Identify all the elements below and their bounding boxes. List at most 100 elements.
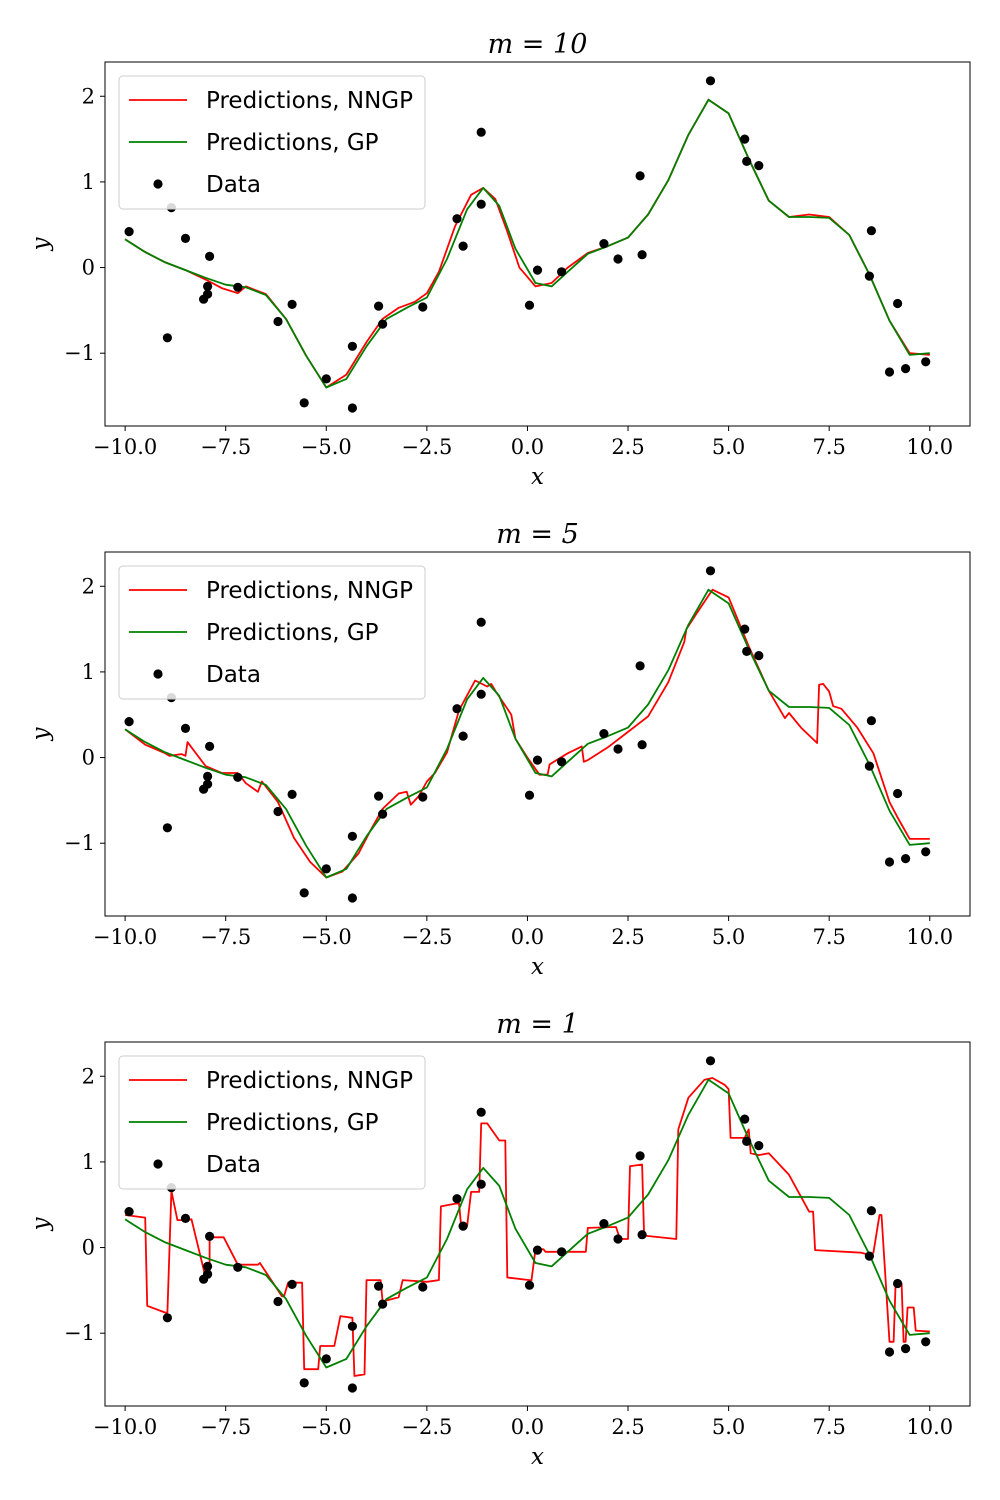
- data-point: [524, 1280, 535, 1290]
- nngp-prediction-line: [124, 1077, 930, 1377]
- data-point: [476, 127, 486, 137]
- data-point: [532, 265, 543, 275]
- data-point: [203, 1269, 213, 1279]
- data-point: [613, 744, 623, 754]
- data-point: [347, 341, 357, 351]
- data-point: [205, 251, 215, 261]
- x-tick-label: −2.5: [401, 1415, 452, 1439]
- x-tick-label: 5.0: [712, 1415, 745, 1439]
- y-tick-label: 2: [82, 574, 95, 598]
- legend: Predictions, NNGP Predictions, GP Data: [118, 75, 426, 210]
- legend-box: [118, 75, 426, 210]
- x-tick-label: 7.5: [812, 1415, 845, 1439]
- x-tick-label: −5.0: [301, 1415, 352, 1439]
- data-point: [321, 374, 331, 384]
- data-point: [866, 716, 877, 726]
- x-axis-label: x: [531, 464, 544, 490]
- data-point: [613, 1234, 623, 1244]
- y-tick-label: 1: [82, 1150, 95, 1174]
- data-point: [124, 717, 134, 727]
- x-tick-label: −10.0: [93, 1415, 157, 1439]
- data-point: [124, 1207, 134, 1217]
- data-point: [613, 254, 623, 264]
- x-tick-label: 10.0: [906, 925, 953, 949]
- x-tick-label: −2.5: [401, 925, 452, 949]
- y-tick-label: 0: [82, 746, 95, 770]
- data-point: [418, 792, 428, 802]
- y-tick-label: 0: [82, 256, 95, 280]
- x-tick-label: −10.0: [93, 435, 157, 459]
- data-point: [637, 740, 647, 750]
- y-tick-label: 2: [82, 1064, 95, 1088]
- data-point: [866, 1206, 877, 1216]
- x-tick-label: 5.0: [712, 925, 745, 949]
- data-point: [866, 226, 877, 236]
- data-point: [740, 1114, 750, 1124]
- data-point: [299, 398, 309, 408]
- data-point: [893, 298, 903, 309]
- data-point: [162, 1313, 172, 1323]
- data-point: [347, 403, 357, 413]
- legend-data-label: Data: [206, 662, 261, 688]
- data-point: [374, 301, 384, 311]
- data-point: [347, 831, 357, 841]
- data-point: [476, 689, 486, 699]
- gp-prediction-line: [124, 98, 930, 389]
- x-tick-label: 0.0: [511, 925, 544, 949]
- data-point: [884, 367, 895, 377]
- y-axis-label: y: [28, 1217, 54, 1232]
- data-point: [287, 789, 297, 800]
- data-point: [180, 1213, 191, 1223]
- data-point: [901, 364, 911, 374]
- data-point: [476, 1179, 486, 1189]
- legend-box: [118, 565, 426, 700]
- x-tick-label: −7.5: [200, 435, 251, 459]
- data-point: [273, 1296, 283, 1307]
- data-point: [705, 76, 716, 86]
- data-point: [287, 1279, 297, 1289]
- data-point: [754, 651, 764, 661]
- legend-data-label: Data: [206, 1152, 261, 1178]
- y-tick-label: 1: [82, 660, 95, 684]
- data-point: [273, 316, 283, 327]
- legend-nngp-label: Predictions, NNGP: [206, 88, 413, 114]
- data-point: [378, 319, 388, 329]
- data-point: [378, 809, 388, 819]
- data-point: [754, 161, 764, 171]
- x-tick-label: −2.5: [401, 435, 452, 459]
- x-axis-label: x: [531, 954, 544, 980]
- data-point: [418, 1282, 428, 1292]
- chart-title: m = 1: [496, 1009, 579, 1040]
- legend: Predictions, NNGP Predictions, GP Data: [118, 565, 426, 700]
- data-point: [524, 790, 535, 800]
- data-point: [705, 566, 716, 576]
- x-tick-label: −7.5: [200, 1415, 251, 1439]
- data-point: [452, 1194, 462, 1204]
- data-point: [635, 661, 645, 671]
- legend-data-label: Data: [206, 172, 261, 198]
- gp-prediction-line: [124, 588, 930, 879]
- legend-gp-label: Predictions, GP: [206, 1110, 379, 1136]
- chart-panel-3: m = 1 −10.0 −7.5 −5.0 −2.5 0.0 2.5 5.0 7.5 10.0 −1…: [28, 1009, 971, 1470]
- data-point: [203, 281, 213, 291]
- data-point: [740, 624, 750, 634]
- data-point: [347, 893, 357, 903]
- data-point: [476, 617, 486, 627]
- x-tick-label: 0.0: [511, 435, 544, 459]
- data-point: [884, 857, 895, 867]
- chart-title: m = 10: [488, 29, 588, 60]
- data-point: [476, 199, 486, 209]
- x-tick-label: −7.5: [200, 925, 251, 949]
- legend: Predictions, NNGP Predictions, GP Data: [118, 1055, 426, 1190]
- chart-panel-1: m = 10 −10.0 −7.5 −5.0 −2.5 0.0 2.5 5.0 7.5 10.0 −…: [28, 29, 971, 490]
- x-tick-label: 5.0: [712, 435, 745, 459]
- x-tick-label: 10.0: [906, 1415, 953, 1439]
- data-point: [921, 847, 931, 857]
- data-point: [637, 1230, 647, 1240]
- y-tick-label: 2: [82, 84, 95, 108]
- data-point: [299, 888, 309, 898]
- data-point: [418, 302, 428, 312]
- data-point: [884, 1347, 895, 1357]
- chart-title: m = 5: [496, 519, 579, 550]
